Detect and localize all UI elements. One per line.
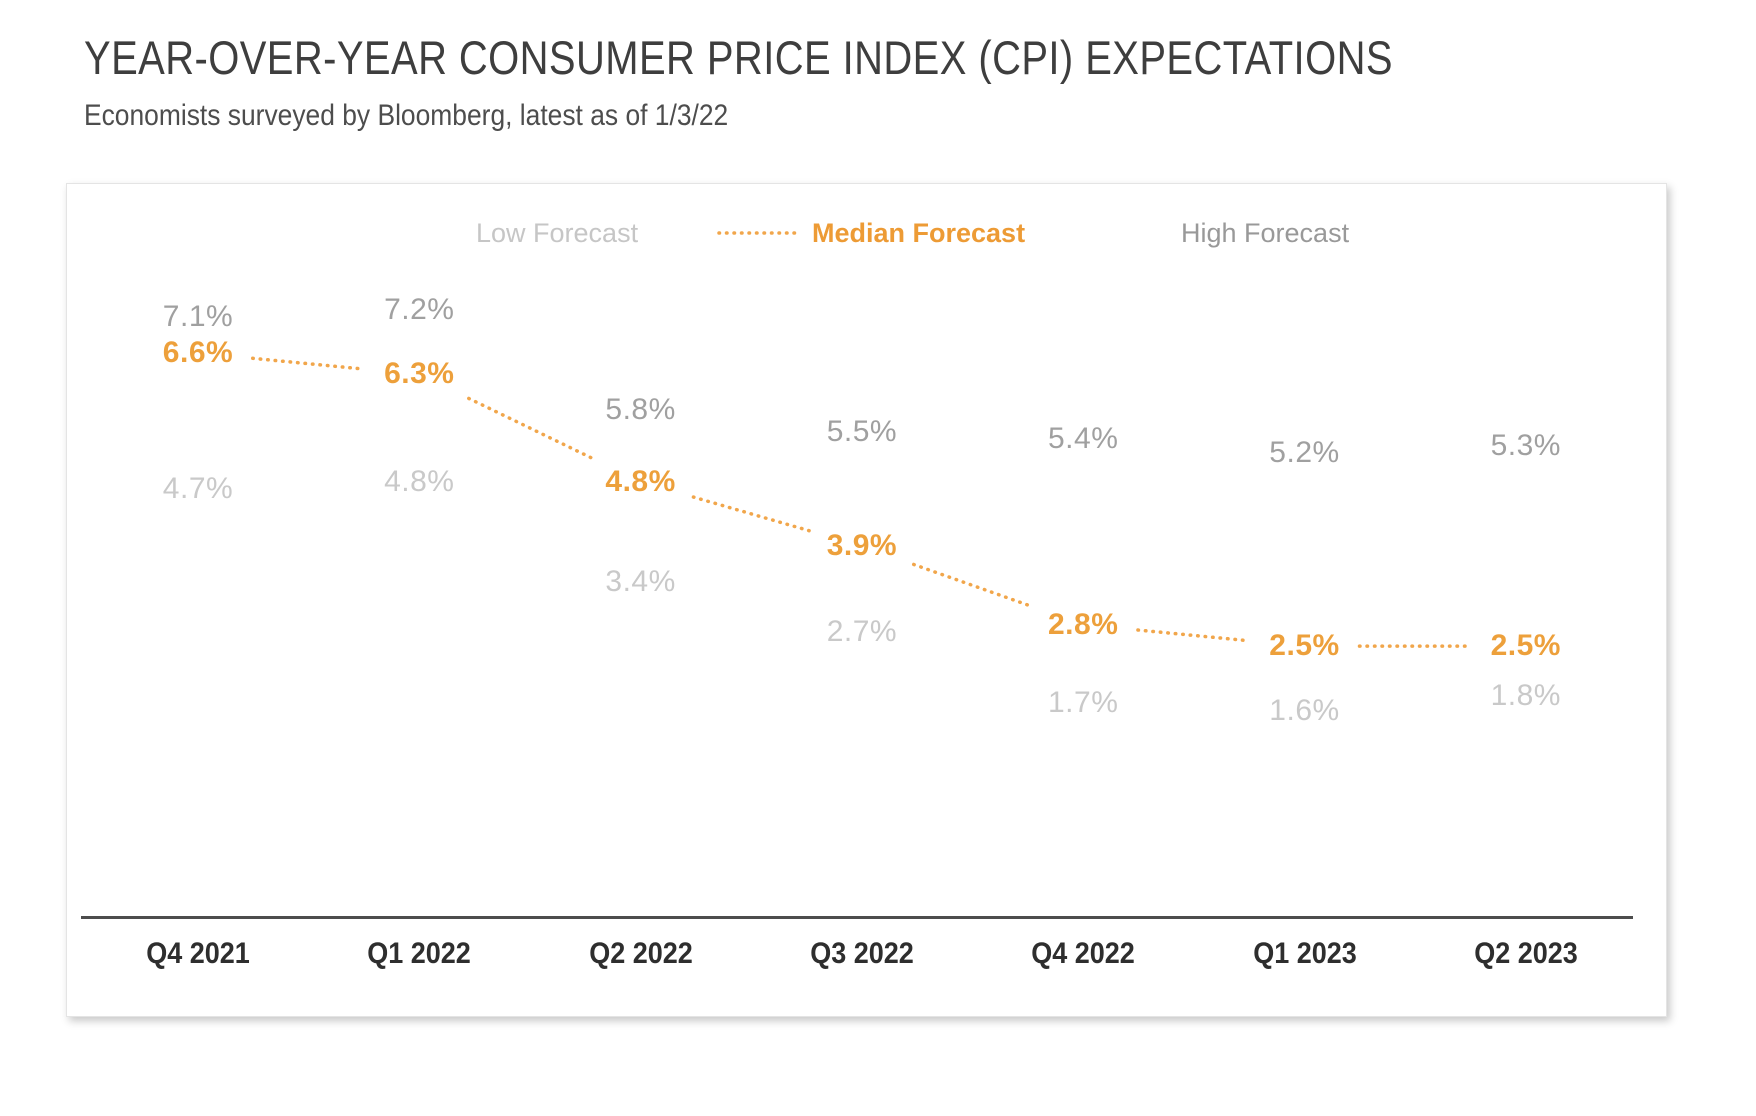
low-forecast-label: 4.8% — [384, 464, 455, 498]
median-forecast-label: 3.9% — [826, 529, 898, 563]
high-forecast-label: 5.3% — [1490, 428, 1561, 462]
median-forecast-label: 2.5% — [1269, 629, 1340, 663]
high-forecast-label: 5.5% — [826, 414, 898, 448]
legend-high-label: High Forecast — [1181, 218, 1350, 248]
median-line-segment — [911, 562, 1034, 609]
median-forecast-label: 2.5% — [1490, 629, 1561, 663]
x-axis-label: Q1 2022 — [367, 937, 472, 970]
low-forecast-label: 1.7% — [1047, 686, 1119, 720]
median-line-segment — [691, 495, 811, 533]
legend-median-label: Median Forecast — [812, 218, 1026, 248]
low-forecast-label: 1.8% — [1490, 679, 1561, 713]
x-axis-label: Q1 2023 — [1252, 937, 1357, 970]
median-forecast-label: 2.8% — [1047, 607, 1119, 641]
legend-low-label: Low Forecast — [476, 218, 639, 248]
high-forecast-label: 5.2% — [1269, 436, 1340, 470]
high-forecast-label: 5.8% — [605, 393, 676, 427]
median-line-segment — [1136, 628, 1252, 643]
chart-panel: Low Forecast Median Forecast High Foreca… — [66, 183, 1667, 1017]
page-title: YEAR-OVER-YEAR CONSUMER PRICE INDEX (CPI… — [84, 31, 1393, 84]
x-axis-line — [81, 916, 1633, 919]
median-forecast-label: 6.3% — [384, 357, 455, 391]
low-forecast-label: 1.6% — [1269, 693, 1340, 727]
low-forecast-label: 3.4% — [605, 564, 676, 598]
legend-item-low-forecast: Low Forecast — [476, 216, 638, 250]
x-axis-label: Q4 2021 — [146, 937, 250, 970]
legend-item-median-forecast: Median Forecast — [716, 216, 1025, 250]
high-forecast-label: 5.4% — [1047, 421, 1119, 455]
low-forecast-label: 2.7% — [826, 614, 898, 648]
median-line-segment — [250, 356, 367, 371]
page-subtitle: Economists surveyed by Bloomberg, latest… — [84, 99, 729, 132]
x-axis-label: Q2 2023 — [1474, 937, 1578, 970]
median-forecast-dotted-line — [250, 356, 1473, 648]
chart-header: YEAR-OVER-YEAR CONSUMER PRICE INDEX (CPI… — [84, 30, 1624, 133]
low-forecast-label: 4.7% — [162, 471, 234, 505]
high-forecast-label: 7.2% — [384, 293, 455, 327]
median-forecast-label: 4.8% — [605, 464, 676, 498]
median-forecast-label: 6.6% — [162, 336, 234, 369]
x-axis-label: Q2 2022 — [588, 937, 693, 970]
x-axis-label: Q4 2022 — [1031, 937, 1135, 970]
dotted-line-swatch-icon — [717, 231, 801, 235]
high-forecast-label: 7.1% — [162, 300, 234, 334]
x-axis-label: Q3 2022 — [810, 937, 914, 970]
median-line-segment — [467, 396, 593, 460]
legend-item-high-forecast: High Forecast — [1181, 216, 1349, 250]
